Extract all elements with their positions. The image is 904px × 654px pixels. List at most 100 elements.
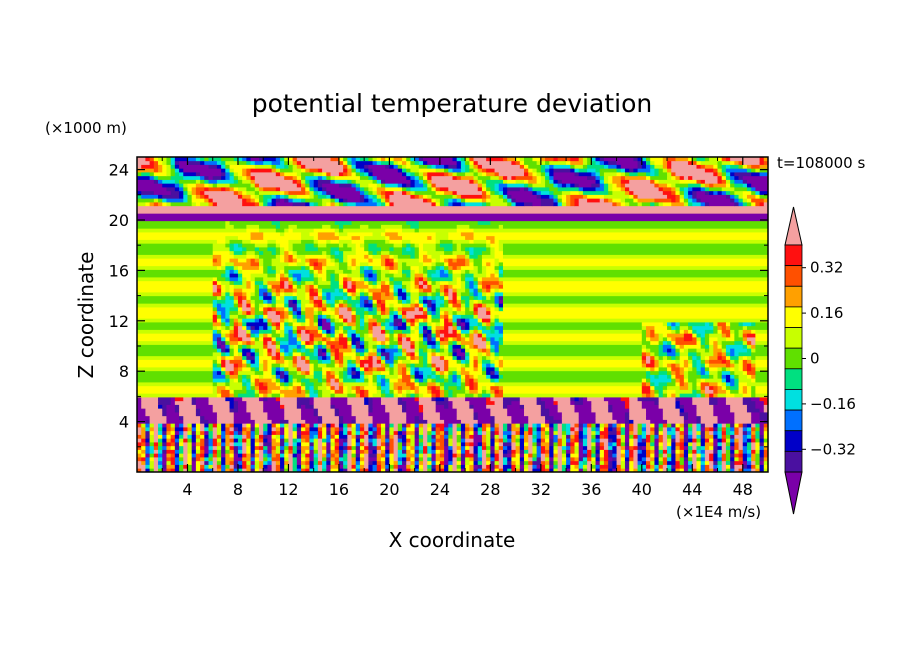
field-cell: [725, 344, 744, 349]
field-cell: [448, 449, 453, 454]
field-cell: [376, 303, 382, 308]
field-cell: [292, 468, 298, 472]
field-cell: [330, 385, 336, 390]
field-cell: [246, 363, 251, 368]
field-cell: [646, 415, 664, 420]
field-cell: [313, 307, 319, 312]
field-cell: [313, 239, 319, 244]
field-cell: [465, 247, 470, 252]
field-cell: [725, 363, 731, 368]
field-cell: [650, 374, 655, 379]
field-cell: [524, 427, 529, 432]
field-cell: [667, 430, 676, 435]
field-cell: [671, 457, 676, 462]
field-cell: [221, 430, 226, 435]
field-cell: [717, 434, 723, 439]
field-cell: [225, 262, 235, 267]
field-cell: [591, 430, 596, 435]
field-cell: [137, 348, 218, 353]
field-cell: [700, 363, 706, 368]
field-cell: [233, 247, 243, 252]
field-cell: [452, 453, 458, 458]
field-cell: [713, 352, 718, 357]
field-cell: [528, 415, 546, 420]
field-cell: [368, 378, 373, 383]
field-cell: [330, 393, 336, 398]
field-cell: [700, 344, 706, 349]
field-cell: [545, 445, 550, 450]
field-cell: [549, 445, 554, 450]
field-cell: [275, 243, 281, 248]
field-cell: [402, 273, 407, 278]
field-cell: [725, 468, 731, 472]
field-cell: [347, 389, 352, 394]
field-cell: [254, 449, 260, 454]
field-cell: [423, 310, 428, 315]
field-cell: [225, 348, 230, 353]
field-cell: [221, 265, 226, 270]
field-cell: [322, 359, 331, 364]
field-cell: [406, 284, 411, 289]
field-cell: [309, 389, 315, 394]
field-cell: [141, 397, 159, 402]
field-cell: [216, 340, 222, 345]
field-cell: [675, 442, 681, 447]
field-cell: [574, 400, 584, 405]
field-cell: [305, 453, 310, 458]
field-cell: [469, 355, 474, 360]
field-cell: [280, 427, 285, 432]
field-cell: [646, 412, 664, 417]
field-cell: [456, 277, 462, 282]
field-cell: [258, 284, 264, 289]
field-cell: [393, 385, 399, 390]
field-cell: [452, 273, 462, 278]
field-cell: [734, 419, 752, 424]
field-cell: [595, 445, 601, 450]
field-cell: [452, 378, 458, 383]
field-cell: [204, 430, 209, 435]
field-cell: [418, 258, 424, 263]
field-cell: [208, 430, 214, 435]
field-cell: [427, 382, 437, 387]
field-cell: [502, 468, 508, 472]
field-cell: [351, 385, 357, 390]
field-cell: [679, 348, 685, 353]
field-cell: [334, 314, 340, 319]
field-cell: [662, 445, 668, 450]
field-cell: [410, 389, 416, 394]
field-cell: [561, 445, 567, 450]
field-cell: [561, 430, 567, 435]
field-cell: [439, 318, 445, 323]
field-cell: [355, 352, 361, 357]
field-cell: [418, 453, 424, 458]
field-cell: [322, 303, 327, 308]
field-cell: [452, 457, 458, 462]
field-cell: [418, 389, 428, 394]
field-cell: [330, 333, 336, 338]
field-cell: [591, 423, 596, 428]
field-cell: [486, 453, 491, 458]
field-cell: [683, 438, 689, 443]
field-cell: [242, 438, 247, 443]
field-cell: [418, 359, 424, 364]
field-cell: [494, 359, 500, 364]
field-cell: [221, 288, 226, 293]
field-cell: [250, 280, 256, 285]
field-cell: [368, 464, 373, 469]
field-cell: [141, 442, 146, 447]
field-cell: [738, 468, 744, 472]
field-cell: [734, 363, 739, 368]
field-cell: [734, 460, 744, 465]
field-cell: [515, 423, 521, 428]
field-cell: [725, 367, 731, 372]
field-cell: [271, 363, 281, 368]
field-cell: [460, 325, 466, 330]
field-cell: [179, 430, 184, 435]
field-cell: [380, 445, 386, 450]
field-cell: [338, 337, 348, 342]
field-cell: [322, 355, 327, 360]
field-cell: [599, 453, 605, 458]
field-cell: [195, 412, 201, 417]
field-cell: [738, 430, 744, 435]
field-cell: [696, 430, 702, 435]
